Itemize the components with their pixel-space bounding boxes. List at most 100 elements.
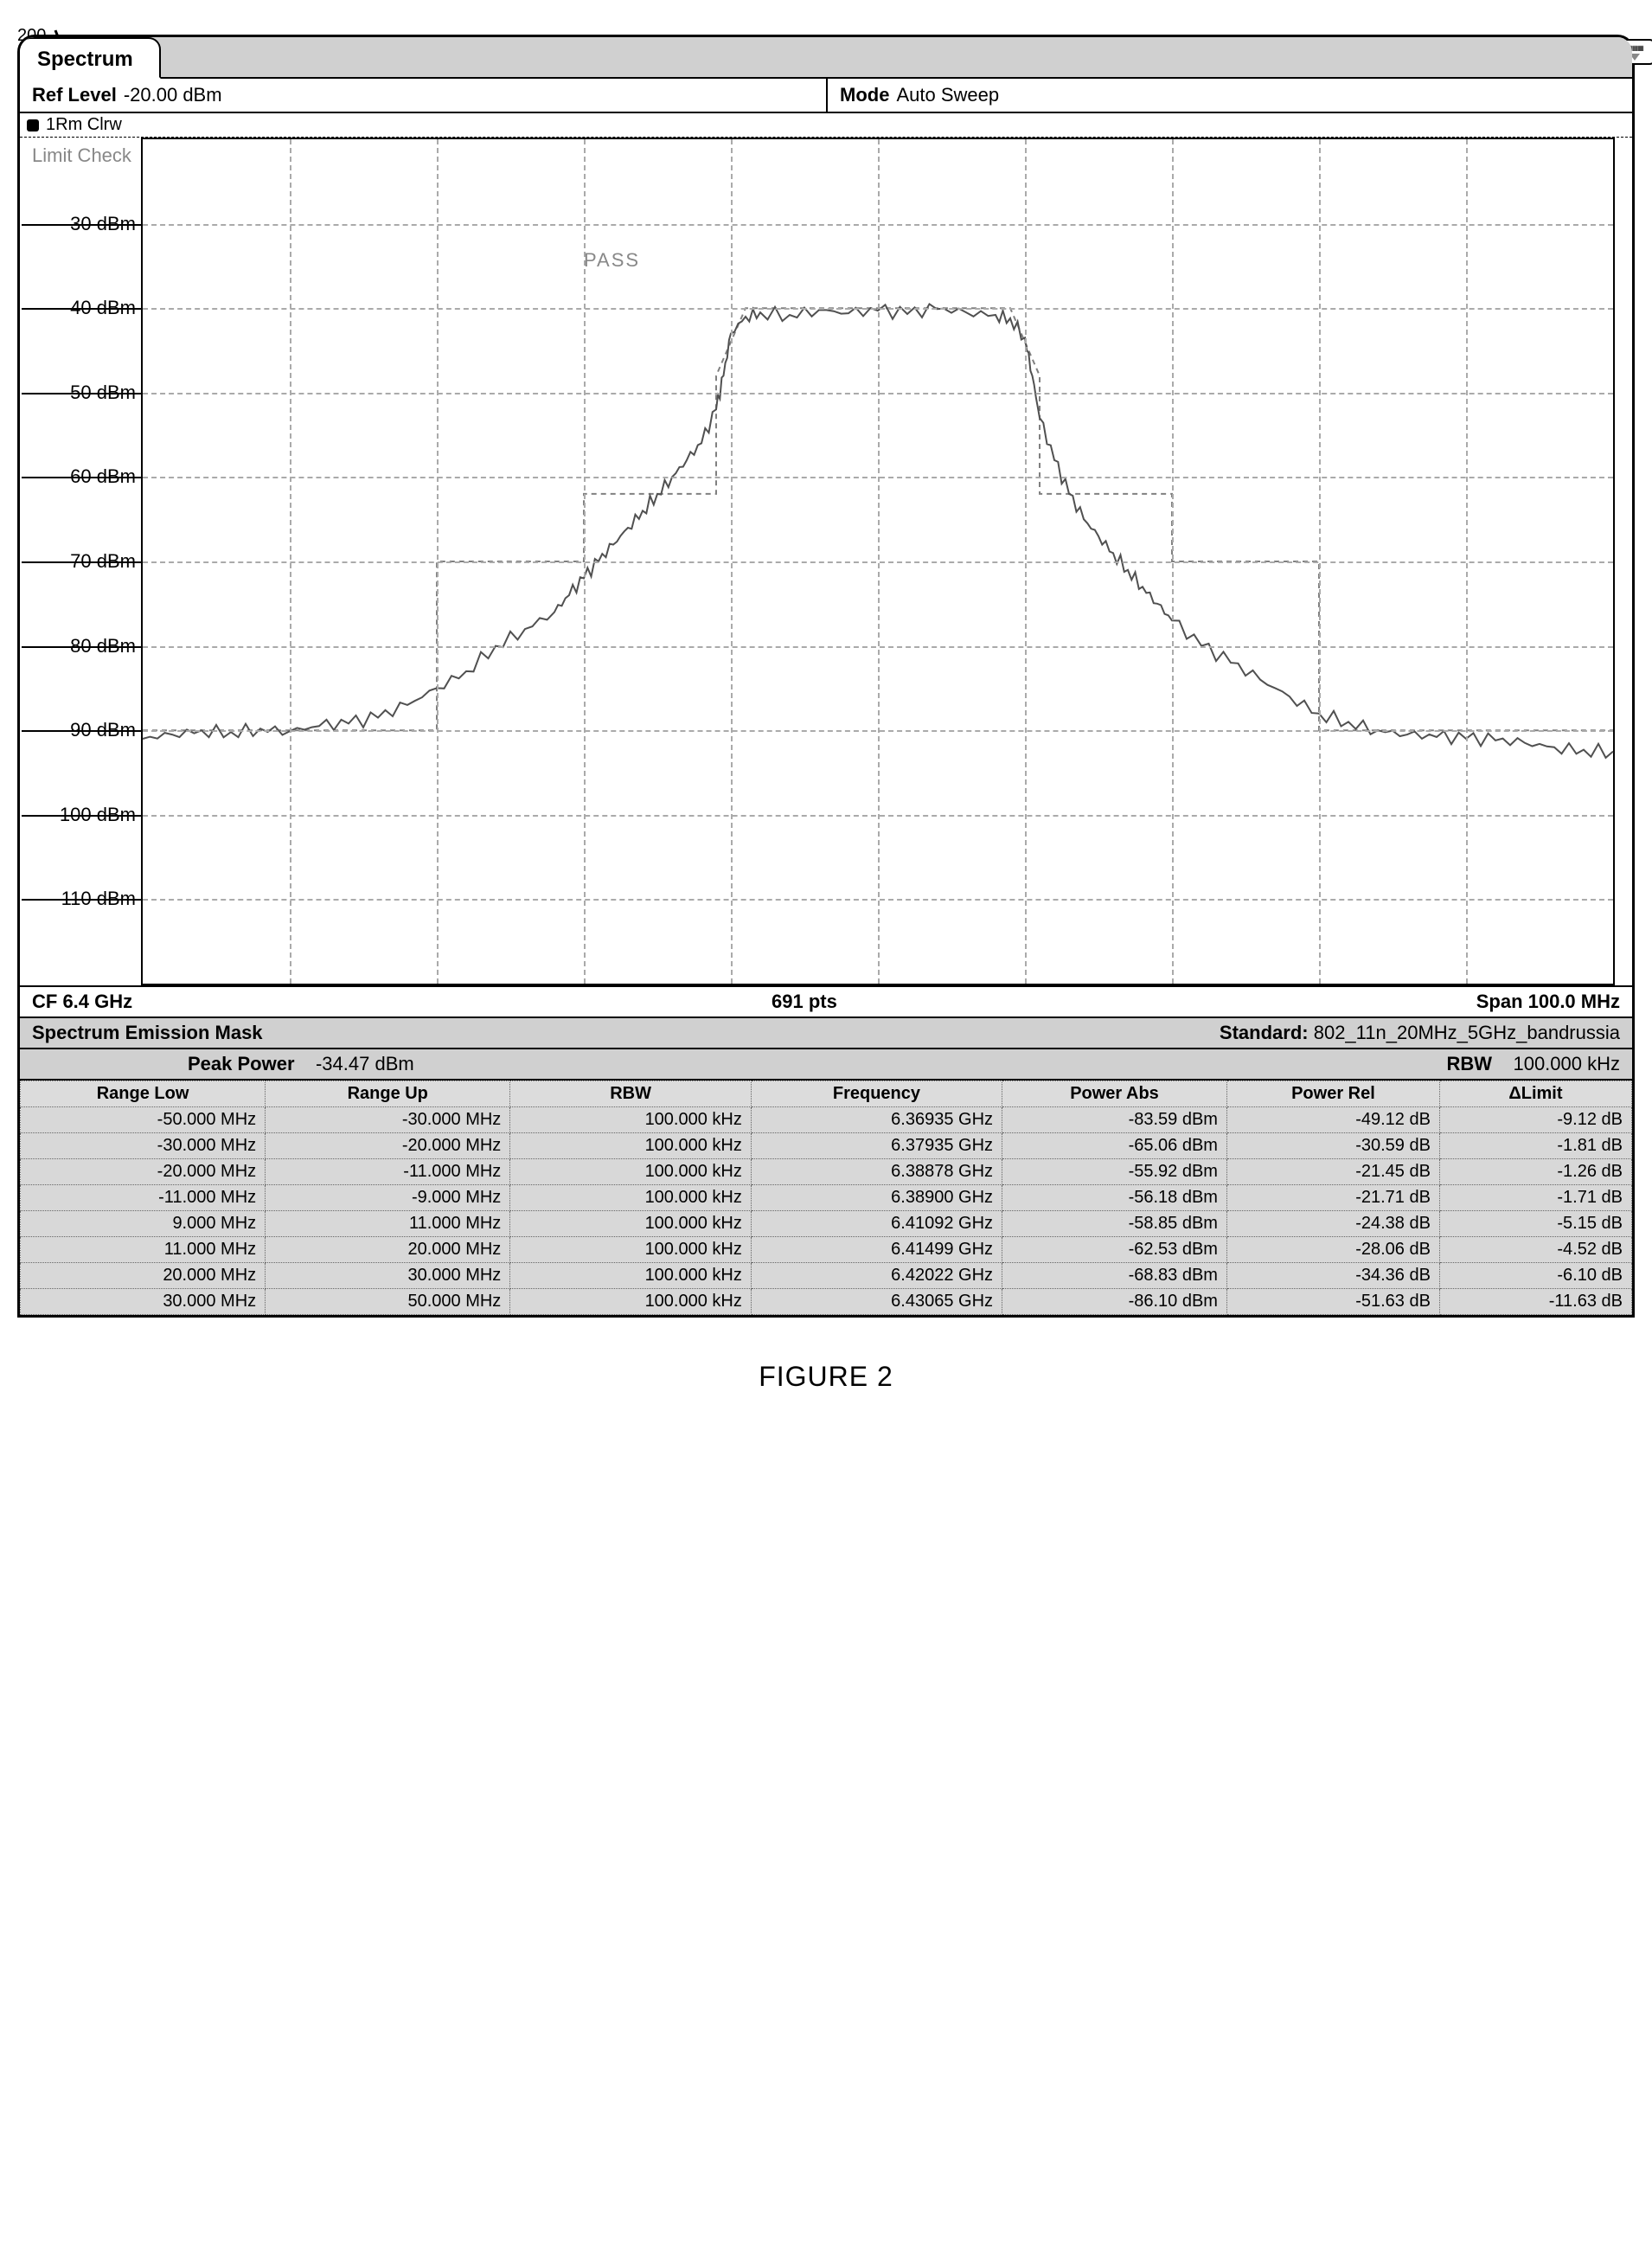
table-cell: -20.000 MHz	[21, 1159, 266, 1185]
table-cell: -34.36 dB	[1226, 1263, 1439, 1289]
standard-value: 802_11n_20MHz_5GHz_bandrussia	[1314, 1022, 1620, 1043]
table-cell: 50.000 MHz	[266, 1289, 510, 1315]
table-row: 30.000 MHz50.000 MHz100.000 kHz6.43065 G…	[21, 1289, 1632, 1315]
table-cell: -1.71 dB	[1439, 1185, 1631, 1211]
span-label: Span 100.0 MHz	[1476, 991, 1620, 1013]
table-cell: 6.38900 GHz	[751, 1185, 1002, 1211]
table-cell: -28.06 dB	[1226, 1237, 1439, 1263]
table-cell: -9.000 MHz	[266, 1185, 510, 1211]
table-cell: 6.37935 GHz	[751, 1133, 1002, 1159]
trace-bullet-icon	[27, 119, 39, 131]
table-cell: -6.10 dB	[1439, 1263, 1631, 1289]
table-cell: -4.52 dB	[1439, 1237, 1631, 1263]
sem-header: Spectrum Emission Mask Standard: 802_11n…	[20, 1018, 1632, 1049]
header-row: Ref Level -20.00 dBm Mode Auto Sweep	[20, 79, 1632, 113]
table-cell: -11.63 dB	[1439, 1289, 1631, 1315]
peak-power-value: -34.47 dBm	[316, 1053, 414, 1074]
table-cell: -50.000 MHz	[21, 1107, 266, 1133]
sem-subheader: Peak Power -34.47 dBm RBW 100.000 kHz	[20, 1049, 1632, 1081]
table-cell: -20.000 MHz	[266, 1133, 510, 1159]
table-cell: -30.59 dB	[1226, 1133, 1439, 1159]
table-column-header: Frequency	[751, 1081, 1002, 1107]
table-cell: 30.000 MHz	[266, 1263, 510, 1289]
table-cell: 100.000 kHz	[510, 1289, 752, 1315]
table-cell: 100.000 kHz	[510, 1211, 752, 1237]
table-row: 20.000 MHz30.000 MHz100.000 kHz6.42022 G…	[21, 1263, 1632, 1289]
table-cell: -11.000 MHz	[21, 1185, 266, 1211]
table-cell: -1.26 dB	[1439, 1159, 1631, 1185]
table-row: 9.000 MHz11.000 MHz100.000 kHz6.41092 GH…	[21, 1211, 1632, 1237]
table-row: 11.000 MHz20.000 MHz100.000 kHz6.41499 G…	[21, 1237, 1632, 1263]
sem-table: Range LowRange UpRBWFrequencyPower AbsPo…	[20, 1081, 1632, 1315]
table-cell: -51.63 dB	[1226, 1289, 1439, 1315]
pass-indicator: PASS	[584, 249, 640, 272]
table-cell: -9.12 dB	[1439, 1107, 1631, 1133]
table-cell: -55.92 dBm	[1002, 1159, 1227, 1185]
table-cell: 100.000 kHz	[510, 1107, 752, 1133]
tab-spectrum[interactable]: Spectrum	[18, 37, 161, 79]
table-cell: 6.41499 GHz	[751, 1237, 1002, 1263]
center-freq-label: CF 6.4 GHz	[32, 991, 132, 1013]
chart-footer: CF 6.4 GHz 691 pts Span 100.0 MHz	[20, 985, 1632, 1018]
table-cell: 6.41092 GHz	[751, 1211, 1002, 1237]
table-cell: -49.12 dB	[1226, 1107, 1439, 1133]
standard-label: Standard:	[1220, 1022, 1309, 1043]
figure-caption: FIGURE 2	[17, 1361, 1635, 1393]
table-cell: 6.42022 GHz	[751, 1263, 1002, 1289]
table-cell: -30.000 MHz	[21, 1133, 266, 1159]
mode-value: Auto Sweep	[896, 84, 999, 106]
table-column-header: Power Abs	[1002, 1081, 1227, 1107]
table-cell: 9.000 MHz	[21, 1211, 266, 1237]
table-column-header: Range Up	[266, 1081, 510, 1107]
table-cell: 6.38878 GHz	[751, 1159, 1002, 1185]
table-cell: -68.83 dBm	[1002, 1263, 1227, 1289]
table-cell: -21.45 dB	[1226, 1159, 1439, 1185]
table-column-header: Power Rel	[1226, 1081, 1439, 1107]
sem-title: Spectrum Emission Mask	[20, 1018, 275, 1048]
table-cell: -30.000 MHz	[266, 1107, 510, 1133]
table-cell: 100.000 kHz	[510, 1133, 752, 1159]
peak-power-label: Peak Power	[188, 1053, 295, 1074]
table-column-header: Range Low	[21, 1081, 266, 1107]
plot-grid[interactable]: Limit Check -30 dBm-40 dBm-50 dBm-60 dBm…	[141, 138, 1615, 985]
table-cell: 100.000 kHz	[510, 1263, 752, 1289]
table-cell: -58.85 dBm	[1002, 1211, 1227, 1237]
chart-area: 1Rm Clrw Limit Check -30 dBm-40 dBm-50 d…	[20, 113, 1632, 1018]
table-cell: 11.000 MHz	[266, 1211, 510, 1237]
table-cell: 100.000 kHz	[510, 1185, 752, 1211]
table-column-header: RBW	[510, 1081, 752, 1107]
table-cell: 30.000 MHz	[21, 1289, 266, 1315]
points-label: 691 pts	[772, 991, 837, 1013]
table-row: -30.000 MHz-20.000 MHz100.000 kHz6.37935…	[21, 1133, 1632, 1159]
table-cell: 6.36935 GHz	[751, 1107, 1002, 1133]
rbw-label: RBW	[1446, 1053, 1492, 1074]
table-cell: -65.06 dBm	[1002, 1133, 1227, 1159]
analyzer-panel: Spectrum Ref Level -20.00 dBm Mode Auto …	[17, 35, 1635, 1318]
table-cell: -24.38 dB	[1226, 1211, 1439, 1237]
table-row: -20.000 MHz-11.000 MHz100.000 kHz6.38878…	[21, 1159, 1632, 1185]
table-cell: -86.10 dBm	[1002, 1289, 1227, 1315]
table-cell: 20.000 MHz	[266, 1237, 510, 1263]
table-cell: 20.000 MHz	[21, 1263, 266, 1289]
table-cell: -21.71 dB	[1226, 1185, 1439, 1211]
ref-level-value: -20.00 dBm	[124, 84, 222, 106]
table-header-row: Range LowRange UpRBWFrequencyPower AbsPo…	[21, 1081, 1632, 1107]
table-column-header: ΔLimit	[1439, 1081, 1631, 1107]
tab-bar: Spectrum	[20, 37, 1632, 79]
table-cell: -11.000 MHz	[266, 1159, 510, 1185]
trace-header: 1Rm Clrw	[20, 113, 1632, 138]
table-row: -11.000 MHz-9.000 MHz100.000 kHz6.38900 …	[21, 1185, 1632, 1211]
table-cell: 100.000 kHz	[510, 1237, 752, 1263]
trace-label: 1Rm Clrw	[46, 115, 122, 135]
rbw-value: 100.000 kHz	[1513, 1053, 1620, 1074]
table-body: -50.000 MHz-30.000 MHz100.000 kHz6.36935…	[21, 1107, 1632, 1315]
ref-level-label: Ref Level	[32, 84, 117, 106]
table-cell: -62.53 dBm	[1002, 1237, 1227, 1263]
mode-label: Mode	[840, 84, 889, 106]
limit-check-label: Limit Check	[32, 144, 131, 167]
table-row: -50.000 MHz-30.000 MHz100.000 kHz6.36935…	[21, 1107, 1632, 1133]
table-cell: -5.15 dB	[1439, 1211, 1631, 1237]
table-cell: 100.000 kHz	[510, 1159, 752, 1185]
figure-wrapper: 200 ▦▦▦ Spectrum Ref Level -20.00 dBm Mo…	[17, 35, 1635, 1393]
table-cell: -83.59 dBm	[1002, 1107, 1227, 1133]
